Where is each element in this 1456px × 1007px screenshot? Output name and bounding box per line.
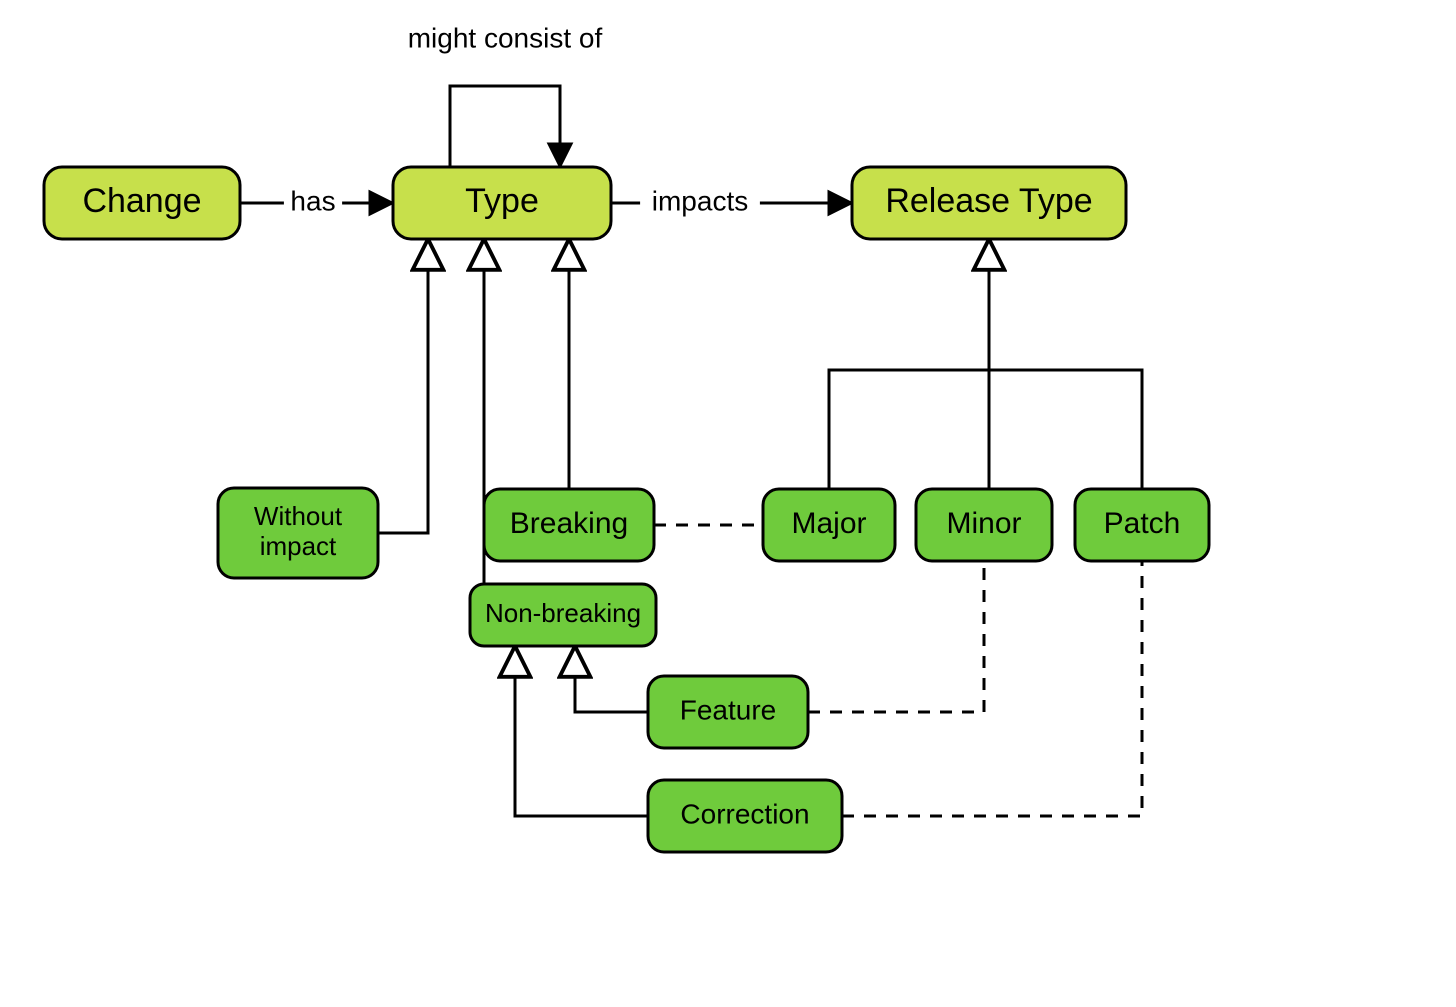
node-patch: Patch: [1075, 489, 1209, 561]
node-label-non-breaking: Non-breaking: [485, 598, 641, 628]
node-change: Change: [44, 167, 240, 239]
edge-label-type-self-loop: might consist of: [408, 22, 603, 53]
node-label-major: Major: [791, 507, 866, 540]
edge-without-impact-to-type: [378, 239, 428, 533]
node-release-type: Release Type: [852, 167, 1126, 239]
node-type: Type: [393, 167, 611, 239]
node-label-feature: Feature: [680, 694, 777, 725]
node-correction: Correction: [648, 780, 842, 852]
diagram-canvas: Change Type Release Type Withoutimpact Break…: [0, 0, 1456, 1007]
edge-correction-to-non-breaking: [515, 646, 648, 816]
edge-patch-to-release: [989, 370, 1142, 489]
node-label-minor: Minor: [946, 507, 1021, 540]
node-breaking: Breaking: [484, 489, 654, 561]
node-without-impact: Withoutimpact: [218, 488, 378, 578]
edge-type-self-loop: [450, 86, 560, 167]
edge-correction-to-patch: [842, 561, 1142, 816]
node-label-without-impact-line1: impact: [260, 531, 337, 561]
node-label-release-type: Release Type: [885, 182, 1092, 220]
edge-major-to-release: [829, 370, 989, 489]
edge-label-change-has-type: has: [290, 185, 335, 216]
node-label-change: Change: [82, 182, 201, 220]
node-label-breaking: Breaking: [510, 507, 628, 540]
node-label-type: Type: [465, 182, 539, 220]
edge-feature-to-non-breaking: [575, 646, 648, 712]
node-label-without-impact-line0: Without: [254, 501, 343, 531]
node-minor: Minor: [916, 489, 1052, 561]
node-label-correction: Correction: [680, 798, 809, 829]
node-feature: Feature: [648, 676, 808, 748]
node-major: Major: [763, 489, 895, 561]
edge-feature-to-minor: [808, 561, 984, 712]
node-label-patch: Patch: [1104, 507, 1181, 540]
node-non-breaking: Non-breaking: [470, 584, 656, 646]
edge-label-type-impacts-release: impacts: [652, 185, 748, 216]
